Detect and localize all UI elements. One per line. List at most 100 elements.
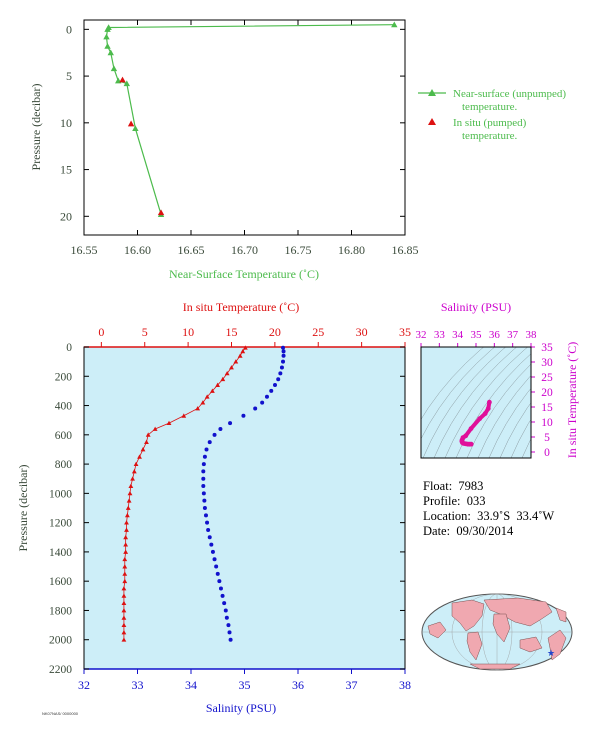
salinity-point	[281, 359, 286, 364]
chart2-top-tick-label: 20	[269, 325, 281, 339]
near-surface-point	[104, 42, 111, 49]
temperature-point	[124, 527, 129, 532]
temperature-point	[215, 382, 221, 387]
temperature-point	[126, 498, 132, 503]
salinity-point	[220, 593, 225, 598]
ts-x-tick-label: 35	[471, 329, 483, 341]
ts-y-tick-label: 5	[544, 432, 550, 444]
salinity-point	[201, 462, 206, 467]
temperature-point	[124, 512, 130, 518]
chart2-y-tick-label: 1400	[49, 547, 72, 559]
ts-y-tick-label: 15	[541, 402, 553, 414]
chart2-bottom-tick-label: 32	[78, 678, 90, 692]
chart1-y-axis-title: Pressure (decibar)	[29, 84, 43, 171]
ts-plot-frame	[420, 346, 532, 459]
ts-diagram: 32 33 34 35 36 37 38 0 5 10 15 20 25 30 35 Salinity (P…	[416, 300, 580, 459]
temperature-point	[242, 345, 248, 350]
chart2-y-tick-label: 2200	[49, 664, 72, 676]
ts-y-tick-label: 20	[541, 387, 553, 399]
salinity-point	[203, 513, 208, 518]
profile-chart: 0 5 10 15 20 25 30 35 32 33 34 35 36 37 38 0 200 400 600 80…	[16, 300, 411, 715]
ts-point	[486, 399, 492, 405]
temperature-point	[224, 370, 230, 376]
chart2-top-tick-label: 30	[356, 325, 368, 339]
near-surface-point	[391, 21, 398, 28]
chart1-x-tick-label: 16.60	[124, 243, 151, 257]
temperature-point	[237, 353, 243, 358]
chart1-plot-frame	[83, 19, 406, 236]
density-contour	[477, 375, 531, 458]
temperature-point	[233, 359, 239, 364]
temperature-point	[210, 388, 215, 393]
chart1-x-tick-label: 16.55	[71, 243, 98, 257]
salinity-point	[206, 527, 211, 532]
ts-point	[482, 411, 488, 416]
ts-y-axis-title: In situ Temperature (˚C)	[565, 342, 579, 459]
chart2-top-axis-title: In situ Temperature (˚C)	[183, 300, 300, 314]
ts-y-tick-label: 30	[541, 357, 553, 369]
profile-number: Profile: 033	[423, 494, 486, 508]
salinity-point	[214, 564, 219, 569]
density-contour	[466, 363, 531, 458]
temperature-point	[123, 534, 129, 540]
salinity-point	[217, 579, 222, 584]
legend-near-surface-marker	[428, 89, 436, 96]
temperature-point	[121, 608, 127, 613]
chart2-y-axis-title: Pressure (decibar)	[16, 465, 30, 552]
ts-x-tick-label: 32	[416, 329, 427, 341]
temperature-point	[137, 454, 142, 459]
temperature-point	[152, 426, 158, 431]
chart1-x-tick-label: 16.70	[231, 243, 258, 257]
date: Date: 09/30/2014	[423, 524, 514, 538]
temperature-point	[166, 420, 172, 426]
near-surface-chart: 16.55 16.60 16.65 16.70 16.75 16.80 16.85 0 5 10 1…	[29, 19, 566, 281]
ts-point	[468, 441, 474, 447]
salinity-point	[205, 520, 210, 525]
chart2-bottom-tick-label: 33	[132, 678, 144, 692]
chart2-y-tick-label: 600	[55, 430, 73, 442]
chart2-bottom-tick-label: 37	[346, 678, 358, 692]
legend-near-surface-label: Near-surface (unpumped) temperature.	[453, 88, 566, 113]
chart1-x-tick-label: 16.85	[392, 243, 419, 257]
salinity-point	[212, 557, 217, 562]
chart2-top-tick-label: 5	[142, 325, 148, 339]
chart1-y-tick-label: 15	[60, 163, 72, 177]
salinity-point	[210, 549, 215, 554]
temperature-point	[121, 637, 127, 642]
temperature-point	[122, 556, 128, 562]
salinity-point	[202, 498, 207, 503]
near-surface-point	[110, 65, 118, 72]
density-contour	[521, 438, 531, 458]
salinity-point	[202, 454, 207, 459]
salinity-point	[269, 388, 274, 393]
temperature-point	[128, 483, 134, 488]
chart1-y-tick-label: 5	[66, 69, 72, 83]
float-id: Float: 7983	[423, 479, 484, 493]
chart1-y-tick-label: 10	[60, 116, 72, 130]
chart1-x-tick-label: 16.65	[178, 243, 205, 257]
world-map: ★	[421, 593, 573, 671]
density-contour	[421, 347, 496, 440]
chart2-top-tick-label: 0	[98, 325, 104, 339]
chart2-top-tick-label: 15	[225, 325, 237, 339]
ts-x-tick-label: 38	[526, 329, 538, 341]
salinity-point	[207, 440, 212, 445]
chart1-x-tick-label: 16.80	[338, 243, 365, 257]
salinity-point	[272, 383, 277, 388]
chart2-bottom-tick-label: 36	[292, 678, 304, 692]
density-contour	[488, 387, 531, 458]
ts-x-tick-label: 33	[434, 329, 446, 341]
temperature-point	[204, 394, 210, 399]
salinity-point	[201, 491, 206, 496]
temperature-point	[121, 615, 127, 620]
chart2-top-tick-label: 10	[182, 325, 194, 339]
salinity-point	[228, 637, 233, 642]
near-surface-point	[123, 80, 130, 87]
chart1-axes: 16.55 16.60 16.65 16.70 16.75 16.80 16.85 0 5 10 1…	[60, 20, 419, 257]
salinity-point	[218, 586, 223, 591]
chart1-y-tick-label: 20	[60, 209, 72, 223]
temperature-point	[121, 586, 127, 591]
salinity-point	[204, 447, 209, 452]
temperature-point	[229, 365, 234, 370]
chart1-x-tick-label: 16.75	[285, 243, 312, 257]
